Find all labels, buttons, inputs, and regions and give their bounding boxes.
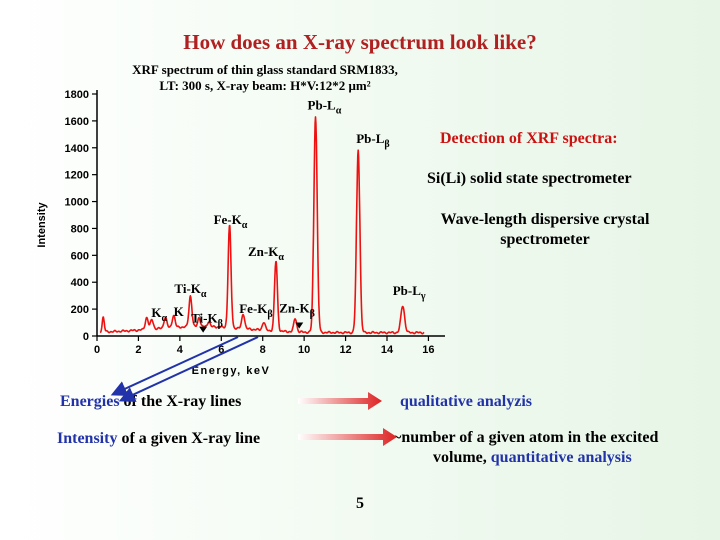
x-tick-label-4: 4 [177,344,184,356]
peak-label-zn-kb-main: Zn-K [279,301,310,316]
intensity-label: Intensity of a given X-ray line [57,430,260,448]
detection-item-wds-line2: spectrometer [500,231,590,248]
y-tick-label-1600: 1600 [65,116,89,128]
x-tick-label-8: 8 [260,344,266,356]
peak-label-ti-kb: Ti-Kβ [191,311,223,330]
detection-heading: Detection of XRF spectra: [440,130,618,147]
peak-label-pb-lg-sub: γ [420,291,426,302]
quantitative-line1: ~number of a given atom in the excited [393,429,659,446]
peak-label-zn-kb-sub: β [310,309,315,320]
peak-label-zn-ka-main: Zn-K [248,244,279,259]
chart-caption-line1: XRF spectrum of thin glass standard SRM1… [132,62,398,77]
energies-word: Energies [60,393,120,410]
intensity-word: Intensity [57,430,118,447]
x-tick-label-16: 16 [422,344,434,356]
peak-label-ti-kb-main: Ti-K [191,311,218,326]
peak-label-k-ka-sub: α [161,313,167,324]
x-tick-label-2: 2 [135,344,141,356]
peak-label-fe-ka-main: Fe-K [214,212,243,227]
peak-label-zn-ka: Zn-Kα [248,244,284,263]
peak-label-k-ka: Kα [151,305,167,324]
qualitative-label: qualitative analyzis [400,393,533,410]
y-tick-label-600: 600 [71,250,89,262]
pointer-arrow-zn-kb [295,322,304,329]
y-tick-label-0: 0 [83,331,89,343]
peak-label-fe-kb: Fe-Kβ [239,301,272,320]
y-tick-label-1400: 1400 [65,143,89,155]
peak-label-pb-lg: Pb-Lγ [393,283,426,302]
detection-item-wds-line1: Wave-length dispersive crystal [440,211,650,228]
peak-label-pb-lb-sub: β [384,139,389,150]
chart-caption-line2: LT: 300 s, X-ray beam: H*V:12*2 μm² [159,78,371,93]
x-tick-label-6: 6 [218,344,224,356]
peak-label-ti-kb-sub: β [218,319,223,330]
y-tick-label-1000: 1000 [65,197,89,209]
peak-label-ti-ka-main: Ti-K [174,281,201,296]
peak-label-k-ka-main: K [151,305,162,320]
detection-item-sili: Si(Li) solid state spectrometer [427,170,632,187]
x-tick-label-10: 10 [298,344,310,356]
peak-label-fe-kb-sub: β [267,309,272,320]
peak-label-pb-lb-main: Pb-L [356,131,385,146]
x-axis-label: Energy, keV [192,365,271,377]
peak-label-fe-kb-main: Fe-K [239,301,268,316]
energies-label: Energies of the X-ray lines [60,393,241,411]
x-tick-label-14: 14 [381,344,394,356]
peak-label-fe-ka-sub: α [242,220,248,231]
peak-label-pb-la: Pb-Lα [308,98,342,117]
peak-label-pb-la-main: Pb-L [308,98,337,113]
y-tick-label-400: 400 [71,277,89,289]
qualitative-arrow [298,392,382,410]
quantitative-volume: volume, [433,449,491,466]
quantitative-line2: volume, quantitative analysis [393,448,693,468]
y-tick-label-200: 200 [71,304,89,316]
chart-caption: XRF spectrum of thin glass standard SRM1… [100,62,430,94]
quantitative-word: quantitative analysis [490,449,632,466]
peak-label-pb-lg-main: Pb-L [393,283,422,298]
peak-label-ti-ka-sub: α [201,289,207,300]
peak-label-fe-ka: Fe-Kα [214,212,248,231]
peak-label-zn-kb: Zn-Kβ [279,301,315,320]
peak-label-k-kb: K [174,304,185,319]
y-tick-label-800: 800 [71,223,89,235]
peak-label-k-kb-main: K [174,304,185,319]
page-number: 5 [356,495,364,512]
intensity-rest: of a given X-ray line [117,430,261,447]
y-tick-label-1200: 1200 [65,170,89,182]
xrf-spectrum-chart: 0 200 400 600 800 1000 1200 1400 1600 1800 0 2 4 6 8 10… [36,89,445,377]
page-title: How does an X-ray spectrum look like? [183,30,537,54]
detection-item-wds: Wave-length dispersive crystal spectrome… [420,210,670,250]
peak-label-pb-la-sub: α [336,106,342,117]
quantitative-label: ~number of a given atom in the excited v… [393,428,693,468]
peak-label-zn-ka-sub: α [278,252,284,263]
y-tick-label-1800: 1800 [65,89,89,101]
y-axis-label: Intensity [36,202,48,248]
pointer-arrow-ti-kb [199,326,208,333]
x-tick-label-0: 0 [94,344,100,356]
peak-label-ti-ka: Ti-Kα [174,281,207,300]
energies-rest: of the X-ray lines [119,393,242,410]
quantitative-arrow [298,428,397,446]
peak-label-pb-lb: Pb-Lβ [356,131,389,150]
spectrum-series-line [99,116,425,335]
x-tick-label-12: 12 [339,344,351,356]
